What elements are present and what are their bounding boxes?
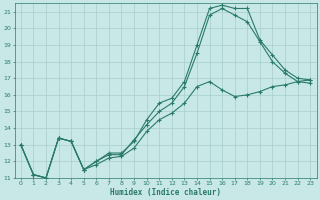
X-axis label: Humidex (Indice chaleur): Humidex (Indice chaleur)	[110, 188, 221, 197]
